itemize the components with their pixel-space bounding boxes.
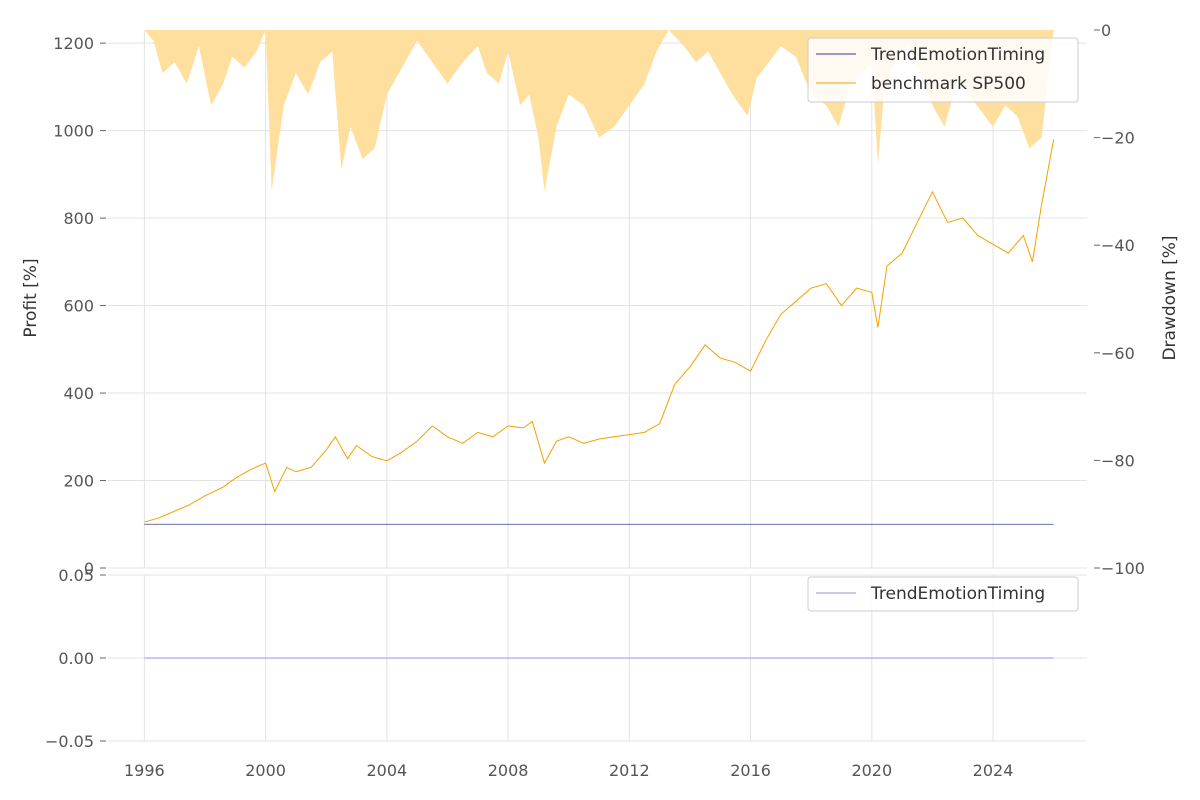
profit-tick-label: 600 [63,297,94,316]
profit-tick-label: 0 [84,559,94,578]
legend-label-benchmark: benchmark SP500 [871,74,1026,94]
x-tick-label: 2008 [488,761,529,780]
profit-tick-label: 1000 [53,122,94,141]
bottom-tick-label: −0.05 [45,732,94,751]
legend-label-trendemotiontiming: TrendEmotionTiming [870,45,1045,65]
drawdown-tick-label: −60 [1101,344,1135,363]
drawdown-axis-label: Drawdown [%] [1160,235,1180,360]
bottom-legend: TrendEmotionTiming [807,576,1079,612]
drawdown-tick-label: −40 [1101,236,1135,255]
profit-tick-label: 200 [63,472,94,491]
bottom-tick-label: 0.05 [58,566,94,585]
profit-tick-label: 400 [63,384,94,403]
profit-axis-label: Profit [%] [21,258,41,337]
series-line-benchmark-sp500 [144,139,1055,523]
drawdown-tick-label: −20 [1101,129,1135,148]
x-tick-label: 2000 [245,761,286,780]
profit-tick-label: 800 [63,209,94,228]
x-tick-label: 2020 [851,761,892,780]
legend-label-bottom-trendemotiontiming: TrendEmotionTiming [870,584,1045,604]
x-tick-label: 2024 [973,761,1014,780]
x-tick-label: 2004 [366,761,407,780]
top-legend-box [807,37,1079,103]
top-legend: TrendEmotionTiming benchmark SP500 [807,37,1079,103]
bottom-tick-label: 0.00 [58,649,94,668]
drawdown-tick-label: 0 [1101,21,1111,40]
x-tick-label: 1996 [124,761,165,780]
drawdown-tick-label: −100 [1101,559,1145,578]
bottom-legend-box [807,576,1079,612]
profit-tick-label: 1200 [53,34,94,53]
top-panel-series [144,139,1055,525]
x-tick-label: 2016 [730,761,771,780]
axis-ticks: 1996 2000 2004 2008 2012 2016 2020 2024 0 200 400 6… [45,21,1145,780]
drawdown-tick-label: −80 [1101,451,1135,470]
x-tick-label: 2012 [609,761,650,780]
